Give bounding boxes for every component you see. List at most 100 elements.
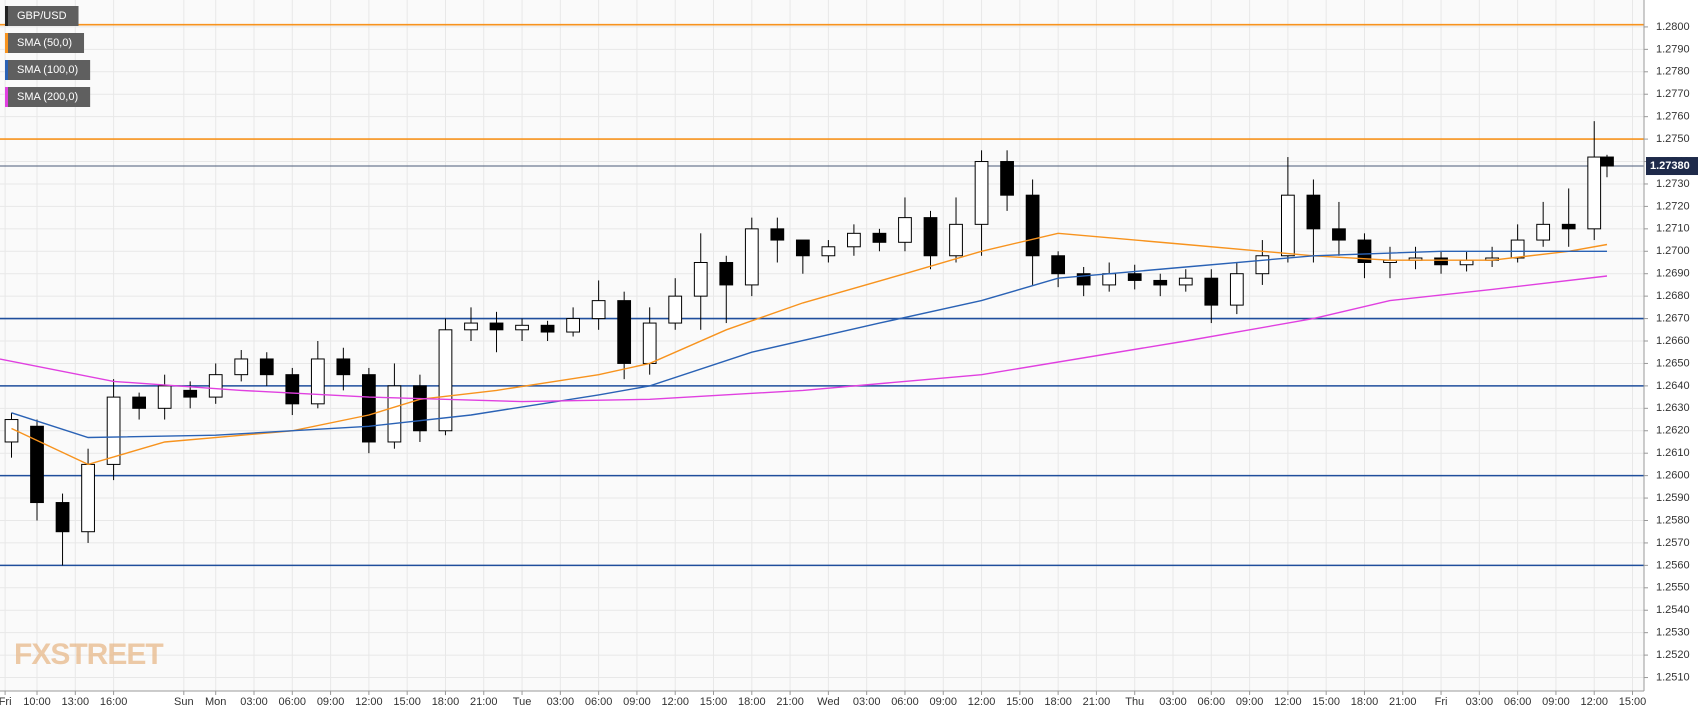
sma-line: [11, 232, 1608, 466]
sma-line: [0, 275, 1608, 403]
legend-swatch: [5, 6, 8, 26]
x-tick-label: 09:00: [623, 696, 651, 708]
x-tick-label: 09:00: [1542, 696, 1570, 708]
legend-swatch: [5, 87, 8, 107]
candle-body: [1204, 277, 1219, 306]
candle-body: [642, 322, 657, 364]
x-tick-label: 15:00: [1619, 696, 1647, 708]
candle-body: [898, 217, 912, 243]
candle-body: [1281, 194, 1295, 257]
candle-body: [1153, 279, 1168, 286]
candle-body: [1178, 277, 1193, 286]
x-tick-label: 09:00: [1236, 696, 1264, 708]
candle-body: [515, 324, 529, 331]
x-tick-label: Thu: [1125, 696, 1144, 708]
candle-body: [1102, 273, 1117, 286]
y-tick-label: 1.2590: [1656, 492, 1690, 504]
candle-body: [208, 374, 223, 398]
legend-box: [5, 60, 91, 80]
legend-label: SMA (200,0): [17, 91, 78, 103]
y-tick-label: 1.2660: [1656, 335, 1690, 347]
candle-body: [1306, 194, 1321, 230]
x-tick-label: 03:00: [853, 696, 881, 708]
y-tick-label: 1.2690: [1656, 268, 1690, 280]
candle-body: [310, 358, 325, 405]
candle-body: [821, 246, 836, 257]
y-tick-label: 1.2530: [1656, 627, 1690, 639]
x-tick-label: Wed: [817, 696, 839, 708]
y-tick-label: 1.2520: [1656, 649, 1690, 661]
y-tick-label: 1.2770: [1656, 88, 1690, 100]
x-tick-label: 03:00: [240, 696, 268, 708]
x-tick-label: 09:00: [317, 696, 345, 708]
y-tick-label: 1.2640: [1656, 380, 1690, 392]
x-tick-label: Fri: [0, 696, 12, 708]
candle-body: [1357, 239, 1372, 263]
y-tick-label: 1.2720: [1656, 200, 1690, 212]
x-tick-label: 15:00: [393, 696, 421, 708]
candle-body: [693, 261, 708, 297]
x-tick-label: 15:00: [1312, 696, 1340, 708]
y-tick-label: 1.2610: [1656, 447, 1690, 459]
candle-body: [1229, 273, 1244, 306]
x-tick-label: 21:00: [470, 696, 498, 708]
x-tick-label: 21:00: [1389, 696, 1417, 708]
candle-body: [719, 261, 734, 286]
candle-body: [923, 217, 938, 257]
candle-body: [617, 300, 632, 364]
legend-swatch: [5, 33, 8, 53]
candle-body: [1510, 239, 1525, 259]
candle-body: [361, 374, 376, 443]
candle-body: [285, 374, 300, 405]
candle-body: [540, 324, 555, 333]
x-tick-label: 03:00: [1159, 696, 1187, 708]
x-tick-label: 18:00: [738, 696, 766, 708]
candle-body: [30, 425, 44, 504]
last-price-label: 1.27380: [1650, 160, 1690, 172]
candle-body: [183, 389, 198, 398]
y-tick-label: 1.2580: [1656, 514, 1690, 526]
x-tick-label: 12:00: [1274, 696, 1302, 708]
candle-body: [949, 223, 963, 257]
y-tick-label: 1.2630: [1656, 402, 1690, 414]
x-tick-label: 12:00: [968, 696, 996, 708]
legend-label: GBP/USD: [17, 10, 67, 22]
candle-body: [413, 385, 427, 432]
candle-body: [1587, 156, 1602, 230]
candle-body: [1051, 255, 1066, 275]
x-tick-label: 12:00: [355, 696, 383, 708]
candle-body: [770, 228, 785, 241]
x-tick-label: 21:00: [1083, 696, 1111, 708]
x-tick-label: Mon: [205, 696, 226, 708]
legend-box: [5, 87, 91, 107]
x-tick-label: 06:00: [891, 696, 919, 708]
y-tick-label: 1.2750: [1656, 133, 1690, 145]
candle-body: [974, 161, 989, 225]
watermark: FXSTREET: [14, 638, 163, 671]
candle-body: [1076, 273, 1091, 286]
y-tick-label: 1.2570: [1656, 537, 1690, 549]
x-tick-label: 15:00: [1006, 696, 1034, 708]
y-tick-label: 1.2540: [1656, 604, 1690, 616]
last-price-box: [1646, 157, 1698, 176]
candle-body: [336, 358, 351, 376]
y-tick-label: 1.2560: [1656, 559, 1690, 571]
candle-body: [591, 300, 606, 320]
candle-body: [1600, 156, 1614, 167]
candle-body: [464, 322, 478, 331]
candle-body: [106, 396, 121, 465]
x-tick-label: 18:00: [1044, 696, 1072, 708]
y-tick-label: 1.2650: [1656, 357, 1690, 369]
x-tick-label: 09:00: [929, 696, 957, 708]
candle-body: [1332, 228, 1346, 241]
y-tick-label: 1.2670: [1656, 312, 1690, 324]
candle-body: [1000, 161, 1014, 196]
candle-body: [489, 322, 504, 331]
y-tick-label: 1.2730: [1656, 178, 1690, 190]
y-tick-label: 1.2680: [1656, 290, 1690, 302]
candle-body: [81, 463, 95, 533]
y-tick-label: 1.2550: [1656, 582, 1690, 594]
y-tick-label: 1.2700: [1656, 245, 1690, 257]
x-tick-label: 16:00: [100, 696, 128, 708]
